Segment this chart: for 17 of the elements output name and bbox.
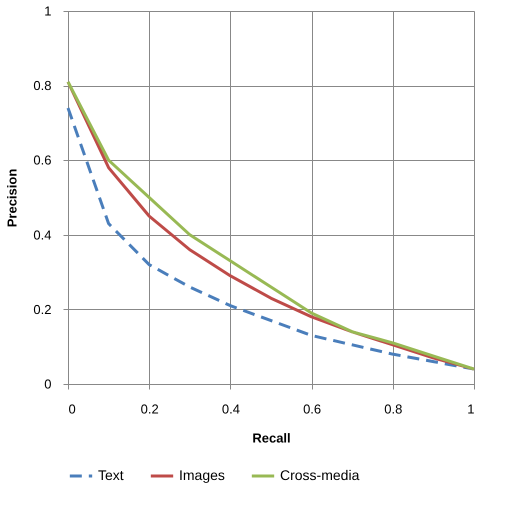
x-tick-label: 0.8 xyxy=(384,402,402,416)
y-tick-label: 0.2 xyxy=(33,302,52,317)
x-tick-label: 0.4 xyxy=(222,402,240,416)
y-tick-label: 0 xyxy=(44,376,52,392)
legend-label: Images xyxy=(179,467,225,483)
y-tick-label: 0.6 xyxy=(33,152,52,168)
x-tick-label: 0.2 xyxy=(140,402,159,416)
y-tick-label: 1 xyxy=(44,4,52,18)
y-tick-label: 0.8 xyxy=(33,78,52,94)
x-tick-label: 1 xyxy=(467,402,474,416)
x-tick-label: 0 xyxy=(68,402,76,416)
legend-label: Cross-media xyxy=(280,467,360,483)
legend-label: Text xyxy=(98,467,124,483)
x-axis-title: Recall xyxy=(252,430,291,446)
y-tick-label: 0.4 xyxy=(33,227,52,242)
y-axis-title: Precision xyxy=(4,168,20,228)
x-tick-label: 0.6 xyxy=(303,402,322,416)
